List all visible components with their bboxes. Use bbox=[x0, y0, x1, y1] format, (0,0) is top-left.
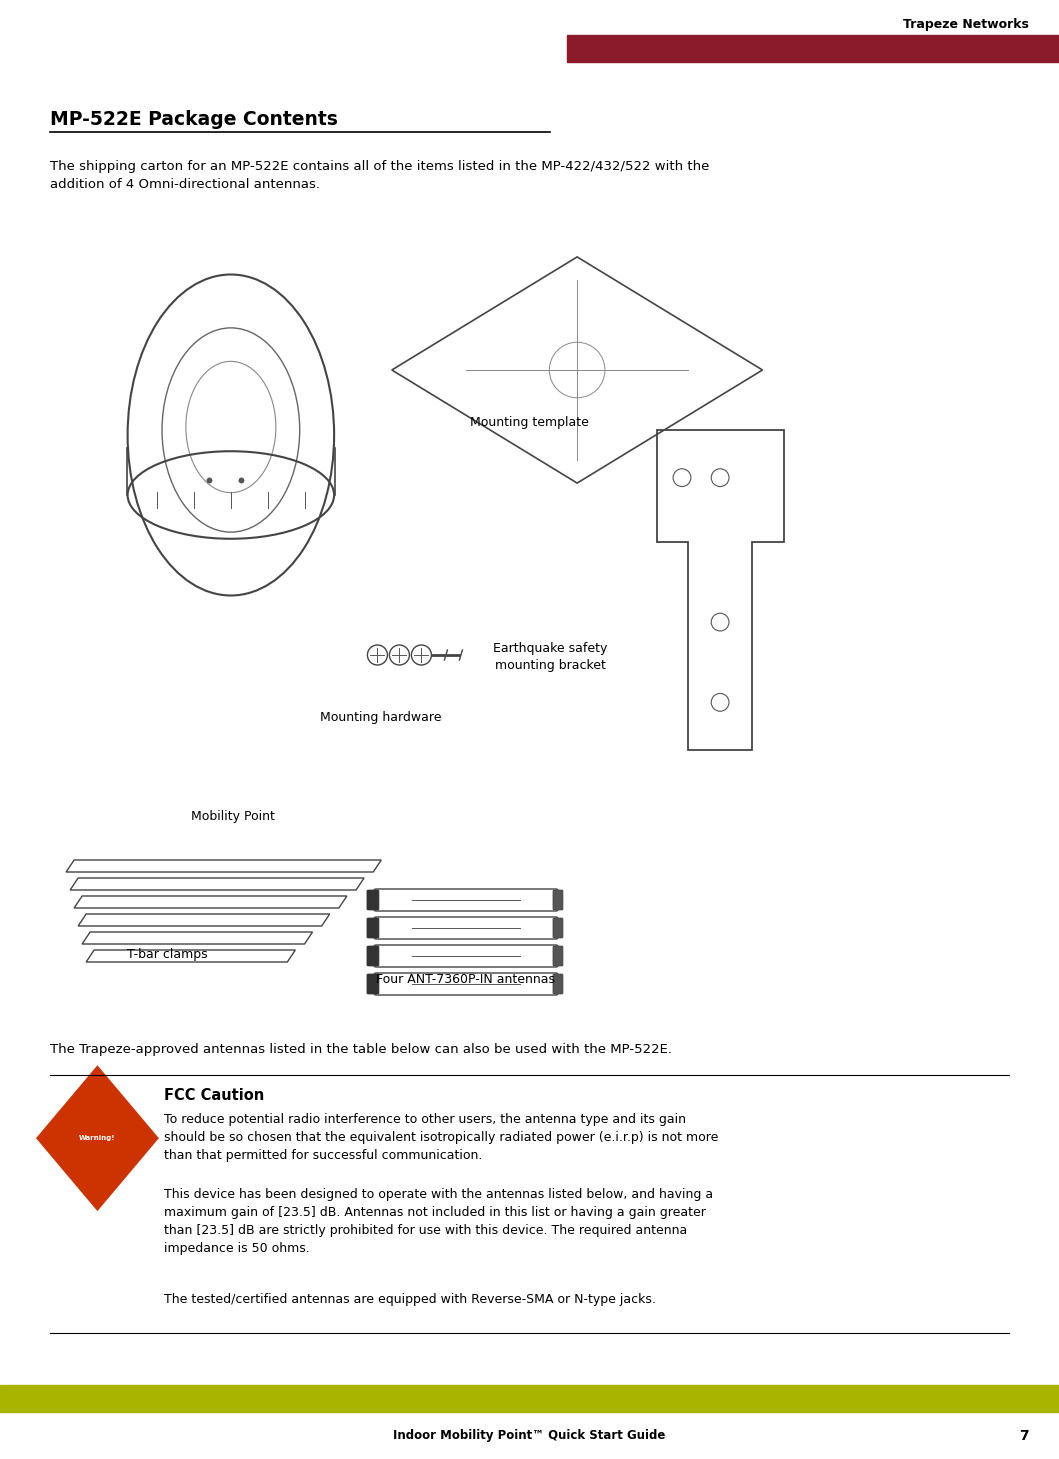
FancyBboxPatch shape bbox=[367, 918, 379, 938]
Polygon shape bbox=[36, 1065, 159, 1211]
Text: This device has been designed to operate with the antennas listed below, and hav: This device has been designed to operate… bbox=[164, 1188, 714, 1255]
FancyBboxPatch shape bbox=[553, 890, 563, 910]
Text: The shipping carton for an MP-522E contains all of the items listed in the MP-42: The shipping carton for an MP-522E conta… bbox=[50, 160, 710, 191]
FancyBboxPatch shape bbox=[553, 975, 563, 994]
Text: The Trapeze-approved antennas listed in the table below can also be used with th: The Trapeze-approved antennas listed in … bbox=[50, 1043, 672, 1056]
Text: Four ANT-7360P-IN antennas: Four ANT-7360P-IN antennas bbox=[376, 973, 556, 986]
Text: Mounting template: Mounting template bbox=[470, 416, 589, 429]
Text: Warning!: Warning! bbox=[79, 1135, 115, 1141]
Text: Trapeze Networks: Trapeze Networks bbox=[903, 18, 1029, 31]
FancyBboxPatch shape bbox=[367, 975, 379, 994]
Bar bbox=[0, 1385, 1059, 1412]
FancyBboxPatch shape bbox=[553, 918, 563, 938]
Text: Indoor Mobility Point™ Quick Start Guide: Indoor Mobility Point™ Quick Start Guide bbox=[393, 1430, 666, 1443]
Text: Mobility Point: Mobility Point bbox=[191, 810, 275, 823]
Text: Mounting hardware: Mounting hardware bbox=[321, 711, 442, 724]
Text: MP-522E Package Contents: MP-522E Package Contents bbox=[50, 109, 338, 128]
Text: Earthquake safety
mounting bracket: Earthquake safety mounting bracket bbox=[493, 642, 608, 673]
Text: The tested/certified antennas are equipped with Reverse-SMA or N-type jacks.: The tested/certified antennas are equipp… bbox=[164, 1293, 656, 1306]
Text: 7: 7 bbox=[1020, 1428, 1029, 1443]
Text: To reduce potential radio interference to other users, the antenna type and its : To reduce potential radio interference t… bbox=[164, 1113, 718, 1163]
Text: T-bar clamps: T-bar clamps bbox=[127, 948, 208, 961]
Bar bbox=[567, 35, 1059, 61]
Text: FCC Caution: FCC Caution bbox=[164, 1088, 265, 1103]
FancyBboxPatch shape bbox=[367, 890, 379, 910]
FancyBboxPatch shape bbox=[367, 945, 379, 966]
FancyBboxPatch shape bbox=[553, 945, 563, 966]
